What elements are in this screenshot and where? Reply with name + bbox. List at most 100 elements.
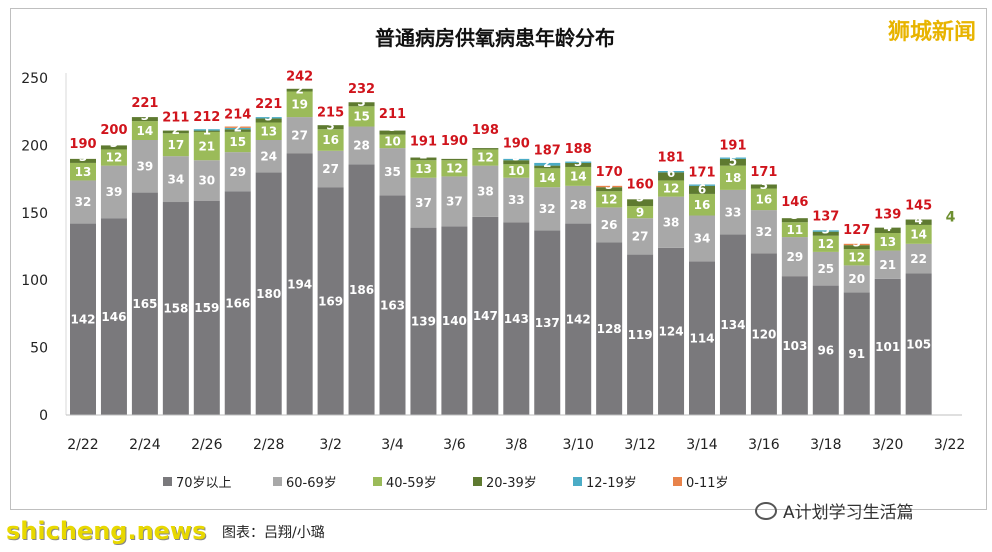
bar-segment bbox=[255, 118, 282, 123]
segment-label: 2 bbox=[234, 120, 242, 134]
bar-segment bbox=[193, 130, 220, 132]
segment-label: 13 bbox=[879, 235, 896, 249]
total-label: 211 bbox=[162, 110, 189, 125]
segment-label: 32 bbox=[75, 195, 92, 209]
y-tick-label: 0 bbox=[39, 408, 48, 424]
segment-label: 17 bbox=[167, 138, 184, 152]
segment-label: 5 bbox=[729, 154, 737, 168]
bar-segment bbox=[317, 125, 344, 130]
bar-segment bbox=[100, 218, 127, 415]
segment-label: 4 bbox=[884, 220, 892, 234]
bar-segment bbox=[689, 215, 715, 262]
bar-segment bbox=[100, 145, 127, 150]
total-label: 181 bbox=[657, 150, 684, 165]
segment-label: 13 bbox=[415, 162, 432, 176]
segment-label: 3 bbox=[512, 149, 520, 163]
watermark-logo-bottom: shicheng.news bbox=[6, 517, 207, 545]
bar-segment bbox=[781, 237, 808, 277]
segment-label: 105 bbox=[906, 337, 931, 351]
bar-segment bbox=[410, 157, 437, 161]
segment-label: 9 bbox=[636, 205, 644, 219]
bar-segment bbox=[812, 231, 839, 236]
bar-segment bbox=[317, 150, 344, 188]
segment-label: 3 bbox=[357, 95, 365, 109]
bar-segment bbox=[843, 249, 870, 266]
segment-label: 169 bbox=[318, 294, 343, 308]
bar-segment bbox=[441, 160, 468, 177]
bar-segment bbox=[193, 131, 220, 161]
bar-segment bbox=[596, 187, 623, 192]
segment-label: 12 bbox=[446, 162, 463, 176]
bar-segment bbox=[193, 200, 220, 415]
bar-segment bbox=[100, 165, 127, 219]
total-label: 211 bbox=[379, 107, 406, 122]
segment-label: 3 bbox=[141, 109, 149, 123]
segment-label: 12 bbox=[106, 151, 123, 165]
bar-segment bbox=[255, 140, 282, 173]
bar-segment bbox=[781, 276, 808, 415]
segment-label: 114 bbox=[689, 331, 714, 345]
segment-label: 2 bbox=[419, 147, 427, 161]
bar-segment bbox=[162, 130, 189, 134]
bar-segment bbox=[70, 158, 96, 163]
segment-label: 34 bbox=[694, 232, 711, 246]
legend-label: 70岁以上 bbox=[176, 476, 232, 491]
bar-segment bbox=[627, 199, 654, 207]
segment-label: 28 bbox=[353, 139, 370, 153]
segment-label: 27 bbox=[632, 230, 649, 244]
bar-segment bbox=[874, 250, 901, 279]
segment-label: 119 bbox=[628, 328, 653, 342]
legend-label: 20-39岁 bbox=[486, 476, 537, 491]
x-tick-label: 3/12 bbox=[624, 437, 655, 453]
segment-label: 14 bbox=[910, 228, 927, 242]
segment-label: 25 bbox=[817, 262, 834, 276]
bar-segment bbox=[224, 131, 251, 153]
segment-label: 16 bbox=[694, 198, 711, 212]
legend-swatch bbox=[373, 477, 382, 486]
bar-segment bbox=[658, 180, 685, 197]
segment-label: 30 bbox=[198, 174, 215, 188]
segment-label: 37 bbox=[415, 196, 432, 210]
bar-segment bbox=[162, 133, 189, 157]
bar-segment bbox=[224, 152, 251, 192]
x-tick-label: 3/2 bbox=[319, 437, 342, 453]
bar-segment bbox=[286, 117, 313, 154]
legend-swatch bbox=[163, 477, 172, 486]
bar-segment bbox=[70, 223, 96, 415]
bar-segment bbox=[658, 172, 685, 181]
bar-segment bbox=[472, 148, 499, 150]
y-tick-label: 200 bbox=[21, 138, 48, 154]
segment-label: 21 bbox=[198, 139, 215, 153]
bar-segment bbox=[503, 164, 530, 178]
x-tick-label: 2/26 bbox=[191, 437, 223, 453]
bar-segment bbox=[410, 177, 437, 228]
x-tick-label: 3/8 bbox=[505, 437, 528, 453]
bar-segment bbox=[565, 185, 592, 224]
total-label: 191 bbox=[719, 139, 746, 154]
segment-label: 142 bbox=[566, 312, 591, 326]
segment-label: 33 bbox=[508, 193, 525, 207]
bar-segment bbox=[905, 224, 932, 244]
bar-segment bbox=[224, 129, 251, 132]
x-axis: 2/22 2/24 2/26 2/28 3/2 3/4 3/6 3/8 3/10 3/12 3/14… bbox=[66, 414, 965, 453]
bar-segment bbox=[812, 235, 839, 252]
segment-label: 10 bbox=[384, 135, 401, 149]
bar-segment bbox=[874, 227, 901, 234]
wechat-icon bbox=[755, 501, 777, 520]
segment-label: 120 bbox=[751, 327, 776, 341]
segment-label: 32 bbox=[539, 202, 556, 216]
segment-label: 38 bbox=[663, 215, 680, 229]
